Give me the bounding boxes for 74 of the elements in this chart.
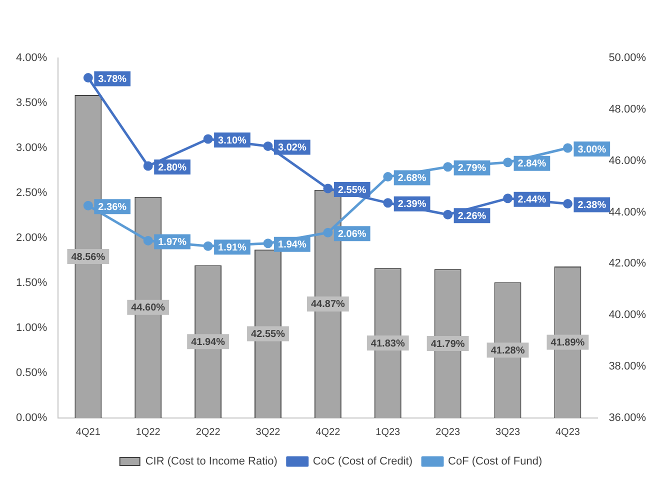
y2-tick-label: 46.00% — [608, 154, 646, 167]
point — [503, 158, 513, 168]
data-label: 2.80% — [158, 162, 187, 174]
data-label: 1.91% — [218, 242, 247, 254]
data-label: 3.78% — [98, 74, 127, 86]
y-tick-label: 0.00% — [16, 412, 48, 424]
y2-tick-label: 44.00% — [608, 206, 646, 218]
point — [443, 162, 453, 172]
point — [383, 172, 393, 182]
data-label: 1.97% — [158, 236, 187, 248]
x-tick-label: 4Q22 — [316, 426, 341, 438]
x-tick-label: 1Q23 — [376, 426, 401, 438]
data-label: 3.10% — [218, 135, 247, 146]
x-tick-label: 1Q22 — [136, 426, 161, 438]
point — [383, 198, 393, 208]
point — [562, 143, 572, 153]
data-label: 41.83% — [370, 338, 405, 350]
data-label: 48.56% — [71, 252, 106, 263]
y-tick-label: 0.50% — [16, 367, 48, 380]
point — [203, 134, 213, 144]
data-label: 2.44% — [518, 194, 546, 206]
data-label: 2.26% — [458, 210, 486, 222]
point — [83, 200, 93, 210]
y-tick-label: 2.50% — [16, 187, 48, 200]
y2-tick-label: 40.00% — [608, 309, 646, 322]
x-tick-label: 2Q23 — [436, 426, 460, 438]
point — [203, 241, 213, 251]
y-tick-label: 2.00% — [16, 232, 48, 244]
y-tick-label: 3.50% — [16, 97, 48, 110]
legend-label: CoF (Cost of Fund) — [448, 456, 542, 468]
data-label: 2.84% — [518, 158, 546, 170]
point — [83, 73, 93, 83]
data-label: 3.02% — [278, 142, 306, 154]
data-label: 1.94% — [278, 240, 306, 251]
point — [143, 236, 153, 246]
data-label: 42.55% — [251, 329, 286, 340]
y-tick-label: 4.00% — [16, 52, 48, 64]
data-label: 3.00% — [578, 144, 606, 156]
data-label: 41.79% — [430, 338, 465, 350]
x-tick-label: 3Q22 — [256, 426, 281, 438]
data-label: 2.79% — [458, 163, 486, 174]
data-label: 41.28% — [490, 345, 525, 356]
y-tick-label: 1.00% — [16, 322, 48, 334]
y-tick-label: 1.50% — [16, 277, 48, 290]
point — [323, 228, 333, 238]
data-label: 41.89% — [550, 338, 585, 349]
point — [143, 161, 153, 171]
y2-tick-label: 50.00% — [608, 52, 646, 64]
data-label: 44.87% — [310, 299, 346, 310]
data-label: 2.38% — [578, 200, 606, 212]
data-label: 44.60% — [131, 302, 166, 314]
y2-tick-label: 42.00% — [608, 258, 646, 270]
legend-label: CIR (Cost to Income Ratio) — [145, 456, 278, 468]
x-tick-label: 4Q21 — [76, 426, 101, 438]
point — [263, 141, 273, 151]
data-label: 2.68% — [398, 173, 426, 184]
data-label: 2.55% — [338, 184, 366, 196]
legend-label: CoC (Cost of Credit) — [312, 456, 413, 468]
x-tick-label: 3Q23 — [496, 426, 520, 438]
y2-tick-label: 36.00% — [608, 412, 646, 424]
y-tick-label: 3.00% — [16, 142, 48, 154]
data-label: 2.39% — [398, 199, 426, 210]
x-tick-label: 2Q22 — [196, 426, 221, 438]
point — [443, 210, 453, 220]
point — [503, 194, 513, 204]
point — [323, 184, 333, 194]
data-label: 2.06% — [338, 228, 366, 240]
data-label: 41.94% — [191, 336, 226, 348]
point — [562, 199, 572, 209]
data-label: 2.36% — [98, 202, 127, 213]
point — [263, 238, 273, 248]
x-tick-label: 4Q23 — [555, 426, 580, 438]
y2-tick-label: 38.00% — [608, 360, 646, 373]
y2-tick-label: 48.00% — [608, 103, 646, 116]
